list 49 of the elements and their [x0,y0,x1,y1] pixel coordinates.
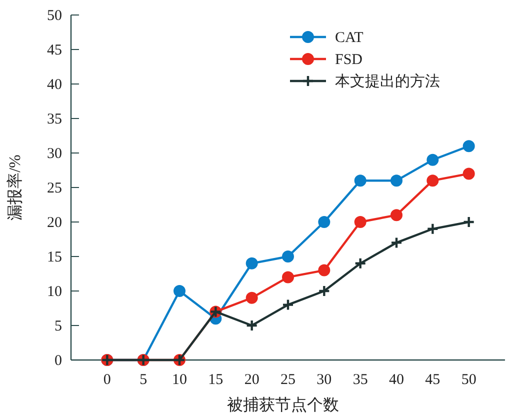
point [318,216,330,228]
point [282,271,294,284]
point [354,174,366,187]
point [282,298,294,311]
x-tick-label: 10 [172,372,187,388]
x-tick-label: 0 [103,372,111,388]
x-tick-label: 15 [208,372,224,388]
y-tick-label: 50 [47,8,62,24]
y-axis-title: 漏报率/% [6,154,24,220]
point [246,292,258,304]
point [282,250,294,262]
point [426,222,439,235]
x-tick-label: 25 [280,372,296,388]
point [246,257,258,270]
point [174,285,186,297]
point [390,236,403,249]
x-tick-label: 45 [425,372,440,388]
point [462,140,475,152]
legend-label: 本文提出的方法 [335,73,440,90]
x-tick-label: 35 [352,372,368,388]
x-tick-label: 30 [316,372,332,388]
x-tick-label: 5 [140,372,148,388]
point [246,319,258,332]
point [426,154,439,166]
point [318,264,330,276]
x-tick-label: 50 [461,372,476,388]
point [390,209,402,222]
point [354,257,366,270]
point [354,216,366,228]
point [390,174,402,187]
x-tick-label: 40 [389,372,404,388]
point [462,216,475,228]
y-tick-label: 25 [47,180,62,196]
y-tick-label: 45 [47,42,62,58]
point [426,174,439,187]
point [318,284,330,298]
y-tick-label: 10 [47,284,62,300]
y-tick-label: 20 [47,215,62,231]
legend-label: CAT [335,30,364,46]
y-tick-label: 0 [54,353,62,369]
x-tick-label: 20 [244,372,260,388]
y-tick-label: 35 [47,112,62,128]
y-tick-label: 5 [54,318,62,334]
legend-label: FSD [335,52,363,68]
y-tick-label: 30 [47,146,62,162]
y-tick-label: 40 [47,77,62,93]
y-tick-label: 15 [47,250,62,266]
x-axis-title: 被捕获节点个数 [227,396,339,414]
point [462,168,475,180]
